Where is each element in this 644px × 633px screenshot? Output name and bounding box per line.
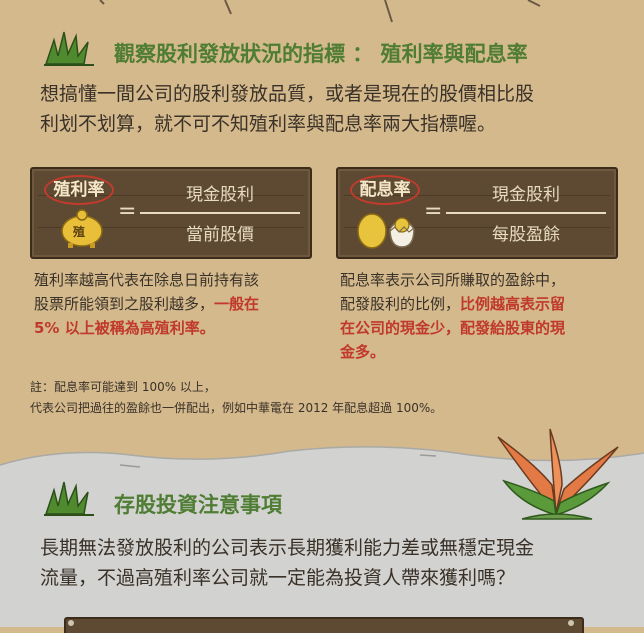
desc-line: 配發股利的比例，比例越高表示留 — [340, 292, 625, 316]
fraction-line — [446, 212, 606, 214]
payout-formula-board: 配息率 = 現金股利 每股盈餘 — [336, 167, 618, 259]
intro-line: 想搞懂一間公司的股利發放品質，或者是現在的股價相比股 — [40, 83, 535, 105]
intro-text: 長期無法發放股利的公司表示長期獲利能力差或無穩定現金 流量，不過高殖利率公司就一… — [40, 533, 620, 593]
egg-chick-icon — [357, 213, 415, 249]
screw-icon — [68, 620, 74, 626]
section-title: 觀察股利發放狀況的指標 ： 殖利率與配息率 — [114, 42, 528, 66]
intro-line: 流量，不過高殖利率公司就一定能為投資人帶來獲利嗎？ — [40, 567, 516, 589]
yield-denominator: 當前股價 — [186, 225, 254, 245]
footnote: 註：配息率可能達到 100% 以上， 代表公司把過往的盈餘也一併配出，例如中華電… — [30, 377, 610, 419]
intro-text: 想搞懂一間公司的股利發放品質，或者是現在的股價相比股 利划不划算，就不可不知殖利… — [40, 79, 620, 139]
intro-line: 利划不划算，就不可不知殖利率與配息率兩大指標喔。 — [40, 113, 497, 135]
intro-line: 長期無法發放股利的公司表示長期獲利能力差或無穩定現金 — [40, 537, 535, 559]
desc-line: 配息率表示公司所賺取的盈餘中， — [340, 271, 566, 289]
desc-plain: 股票所能領到之股利越多， — [34, 295, 215, 313]
equals-sign: = — [118, 199, 137, 224]
plant-icon — [497, 428, 619, 520]
yield-description: 殖利率越高代表在除息日前持有該 股票所能領到之股利越多，一般在 5% 以上被稱為… — [34, 268, 314, 340]
top-decoration — [99, 0, 541, 23]
desc-line: 股票所能領到之股利越多，一般在 — [34, 292, 314, 316]
yield-label-badge: 殖利率 — [44, 175, 114, 205]
desc-highlight: 比例越高表示留 — [460, 295, 566, 313]
piggy-bank-icon — [61, 209, 103, 248]
payout-description: 配息率表示公司所賺取的盈餘中， 配發股利的比例，比例越高表示留 在公司的現金少，… — [340, 268, 625, 364]
payout-numerator: 現金股利 — [492, 185, 560, 205]
payout-denominator: 每股盈餘 — [492, 225, 560, 245]
grey-ground — [0, 446, 644, 627]
grass-icon — [44, 481, 94, 516]
section-title: 存股投資注意事項 — [114, 493, 282, 517]
desc-highlight: 在公司的現金少，配發給股東的現 — [340, 319, 566, 337]
yield-formula-board: 殖利率 殖 = 現金股利 當前股價 — [30, 167, 312, 259]
desc-plain: 配發股利的比例， — [340, 295, 461, 313]
footnote-line: 註：配息率可能達到 100% 以上， — [30, 380, 216, 394]
yield-numerator: 現金股利 — [186, 185, 254, 205]
desc-line: 殖利率越高代表在除息日前持有該 — [34, 271, 260, 289]
desc-highlight: 一般在 — [214, 295, 260, 313]
desc-highlight: 金多。 — [340, 343, 386, 361]
desc-highlight: 5% 以上被稱為高殖利率。 — [34, 319, 215, 337]
bottom-board — [64, 617, 584, 633]
piggy-bank-char: 殖 — [73, 225, 86, 239]
fraction-line — [140, 212, 300, 214]
payout-label-badge: 配息率 — [350, 175, 420, 205]
screw-icon — [568, 620, 574, 626]
grass-icon — [44, 31, 94, 66]
equals-sign: = — [424, 199, 443, 224]
footnote-line: 代表公司把過往的盈餘也一併配出，例如中華電在 2012 年配息超過 100%。 — [30, 401, 443, 415]
